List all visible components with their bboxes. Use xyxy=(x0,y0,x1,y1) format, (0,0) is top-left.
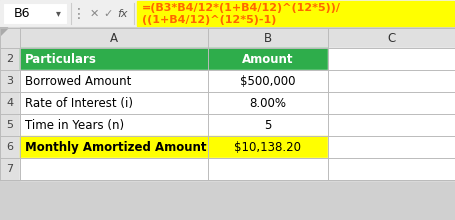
Bar xyxy=(207,136,327,158)
Bar xyxy=(327,48,455,70)
Text: ((1+B4/12)^(12*5)-1): ((1+B4/12)^(12*5)-1) xyxy=(142,15,276,24)
Bar xyxy=(20,92,207,114)
Text: Particulars: Particulars xyxy=(25,53,96,66)
Text: fx: fx xyxy=(117,9,128,18)
Bar xyxy=(327,158,455,180)
Text: ✕: ✕ xyxy=(89,9,98,18)
Bar xyxy=(136,1,453,26)
Text: 3: 3 xyxy=(6,76,14,86)
Bar xyxy=(327,114,455,136)
Text: 6: 6 xyxy=(6,142,14,152)
Text: Time in Years (n): Time in Years (n) xyxy=(25,119,124,132)
Bar xyxy=(4,4,66,23)
Bar xyxy=(0,114,20,136)
Text: $10,138.20: $10,138.20 xyxy=(234,141,301,154)
Text: =(B3*B4/12*(1+B4/12)^(12*5))/: =(B3*B4/12*(1+B4/12)^(12*5))/ xyxy=(142,2,340,13)
Text: Monthly Amortized Amount: Monthly Amortized Amount xyxy=(25,141,206,154)
Bar xyxy=(0,136,20,158)
Bar xyxy=(0,0,455,27)
Bar xyxy=(0,158,20,180)
Bar xyxy=(327,136,455,158)
Bar xyxy=(207,92,327,114)
Bar xyxy=(208,136,327,158)
Bar xyxy=(327,70,455,92)
Bar xyxy=(0,28,455,48)
Bar xyxy=(20,48,207,70)
Text: Borrowed Amount: Borrowed Amount xyxy=(25,75,131,88)
Text: 2: 2 xyxy=(6,54,14,64)
Polygon shape xyxy=(0,28,20,48)
Text: C: C xyxy=(387,31,395,44)
Text: B6: B6 xyxy=(14,7,30,20)
Text: Rate of Interest (i): Rate of Interest (i) xyxy=(25,97,133,110)
Polygon shape xyxy=(0,28,8,36)
Text: B: B xyxy=(263,31,272,44)
Bar xyxy=(207,70,327,92)
Bar xyxy=(20,136,207,158)
Bar xyxy=(0,48,20,70)
Text: ✓: ✓ xyxy=(103,9,112,18)
Bar xyxy=(0,92,20,114)
Text: 8.00%: 8.00% xyxy=(249,97,286,110)
Text: 4: 4 xyxy=(6,98,14,108)
Bar xyxy=(327,92,455,114)
Bar xyxy=(207,48,327,70)
Text: 7: 7 xyxy=(6,164,14,174)
Bar xyxy=(207,114,327,136)
Bar xyxy=(20,70,207,92)
Text: ⋮: ⋮ xyxy=(72,7,86,20)
Bar xyxy=(0,28,455,220)
Text: A: A xyxy=(110,31,118,44)
Bar xyxy=(20,114,207,136)
Text: ▾: ▾ xyxy=(56,9,61,18)
Text: 5: 5 xyxy=(264,119,271,132)
Bar xyxy=(0,70,20,92)
Bar xyxy=(20,158,207,180)
Bar xyxy=(207,158,327,180)
Text: Amount: Amount xyxy=(242,53,293,66)
Text: $500,000: $500,000 xyxy=(240,75,295,88)
Text: 5: 5 xyxy=(6,120,14,130)
